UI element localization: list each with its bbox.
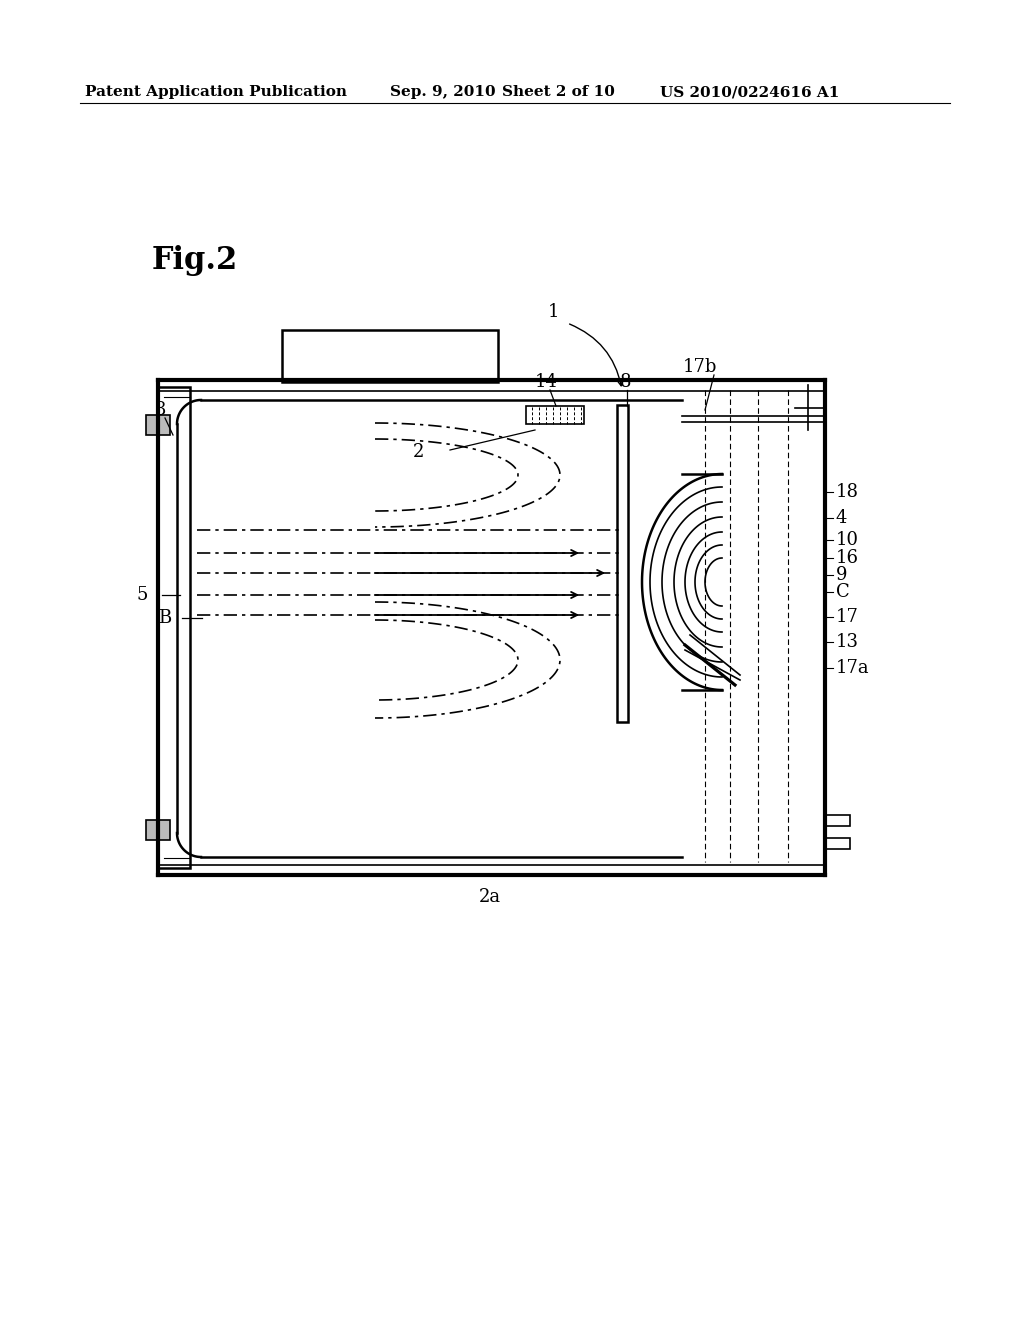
Text: Sep. 9, 2010: Sep. 9, 2010 bbox=[390, 84, 496, 99]
Text: 5: 5 bbox=[136, 586, 147, 605]
Bar bbox=[526, 407, 584, 424]
Text: Fig.2: Fig.2 bbox=[152, 246, 239, 276]
Text: 4: 4 bbox=[836, 510, 848, 527]
Text: US 2010/0224616 A1: US 2010/0224616 A1 bbox=[660, 84, 840, 99]
Bar bbox=[825, 838, 850, 849]
Bar bbox=[617, 405, 628, 722]
Bar bbox=[158, 387, 190, 869]
Text: 10: 10 bbox=[836, 531, 859, 549]
Text: 17a: 17a bbox=[836, 659, 869, 677]
Text: Sheet 2 of 10: Sheet 2 of 10 bbox=[502, 84, 614, 99]
Text: 9: 9 bbox=[836, 566, 848, 583]
Text: Patent Application Publication: Patent Application Publication bbox=[85, 84, 347, 99]
Text: B: B bbox=[159, 609, 172, 627]
Bar bbox=[825, 814, 850, 826]
Text: C: C bbox=[836, 583, 850, 601]
Bar bbox=[282, 330, 498, 381]
Bar bbox=[146, 414, 170, 436]
Text: 2a: 2a bbox=[479, 888, 501, 906]
Text: 14: 14 bbox=[535, 374, 557, 391]
Text: 3: 3 bbox=[155, 401, 167, 418]
Text: 16: 16 bbox=[836, 549, 859, 568]
Text: 18: 18 bbox=[836, 483, 859, 502]
Text: 8: 8 bbox=[620, 374, 632, 391]
Bar bbox=[146, 820, 170, 840]
Text: 17: 17 bbox=[836, 609, 859, 626]
Text: 2: 2 bbox=[413, 444, 424, 461]
Text: 13: 13 bbox=[836, 634, 859, 651]
Text: 17b: 17b bbox=[683, 358, 717, 376]
Text: 1: 1 bbox=[547, 304, 559, 321]
